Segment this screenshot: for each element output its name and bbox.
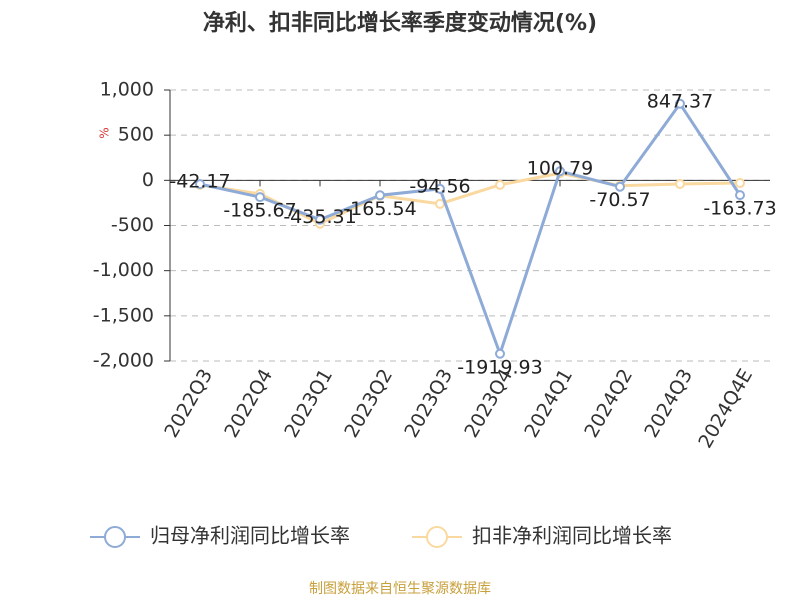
y-tick-label: -1,500: [93, 304, 154, 326]
y-tick-label: -1,000: [93, 259, 154, 281]
y-tick-label: 500: [118, 124, 154, 146]
legend-label: 归母净利润同比增长率: [150, 524, 350, 548]
x-tick-label: 2024Q2: [580, 365, 637, 441]
x-tick-label: 2024Q3: [640, 365, 697, 441]
data-point: [435, 183, 445, 194]
series-line: [199, 101, 742, 359]
x-tick-label: 2023Q1: [280, 365, 337, 441]
data-label: -70.57: [589, 189, 650, 211]
y-tick-label: 0: [142, 169, 154, 191]
data-point: [195, 179, 205, 190]
legend-marker: [426, 526, 448, 548]
x-tick-label: 2024Q4E: [694, 365, 757, 452]
data-label: -185.67: [223, 200, 296, 222]
data-label: -94.56: [409, 175, 470, 197]
y-tick-label: 1,000: [100, 79, 154, 101]
data-label: 847.37: [647, 90, 713, 112]
chart-title: 净利、扣非同比增长率季度变动情况(%): [203, 10, 597, 36]
legend-label: 扣非净利润同比增长率: [472, 524, 672, 548]
y-tick-label: -500: [111, 214, 154, 236]
data-point: [255, 192, 265, 203]
x-tick-label: 2023Q3: [400, 365, 457, 441]
x-tick-label: 2023Q2: [340, 365, 397, 441]
x-tick-label: 2022Q4: [220, 365, 277, 441]
data-point: [315, 214, 325, 225]
y-axis-label: %: [98, 127, 112, 138]
data-point: [495, 348, 505, 359]
data-point: [615, 181, 625, 192]
source-note: 制图数据来自恒生聚源数据库: [309, 581, 491, 597]
data-label: -435.31: [283, 206, 356, 228]
data-point: [675, 98, 685, 109]
data-label: -42.17: [169, 171, 230, 193]
data-point: [735, 190, 745, 201]
x-tick-label: 2022Q3: [160, 365, 217, 441]
data-point: [735, 178, 745, 189]
legend-marker: [104, 526, 126, 548]
data-point: [375, 190, 385, 201]
data-point: [675, 178, 685, 189]
data-label: -163.73: [703, 198, 776, 220]
data-point: [435, 198, 445, 209]
data-label: -165.54: [343, 198, 416, 220]
data-point: [495, 179, 505, 190]
data-label: -1919.93: [457, 356, 542, 378]
y-tick-label: -2,000: [93, 350, 154, 372]
data-point: [555, 166, 565, 177]
data-label: 100.79: [527, 158, 593, 180]
